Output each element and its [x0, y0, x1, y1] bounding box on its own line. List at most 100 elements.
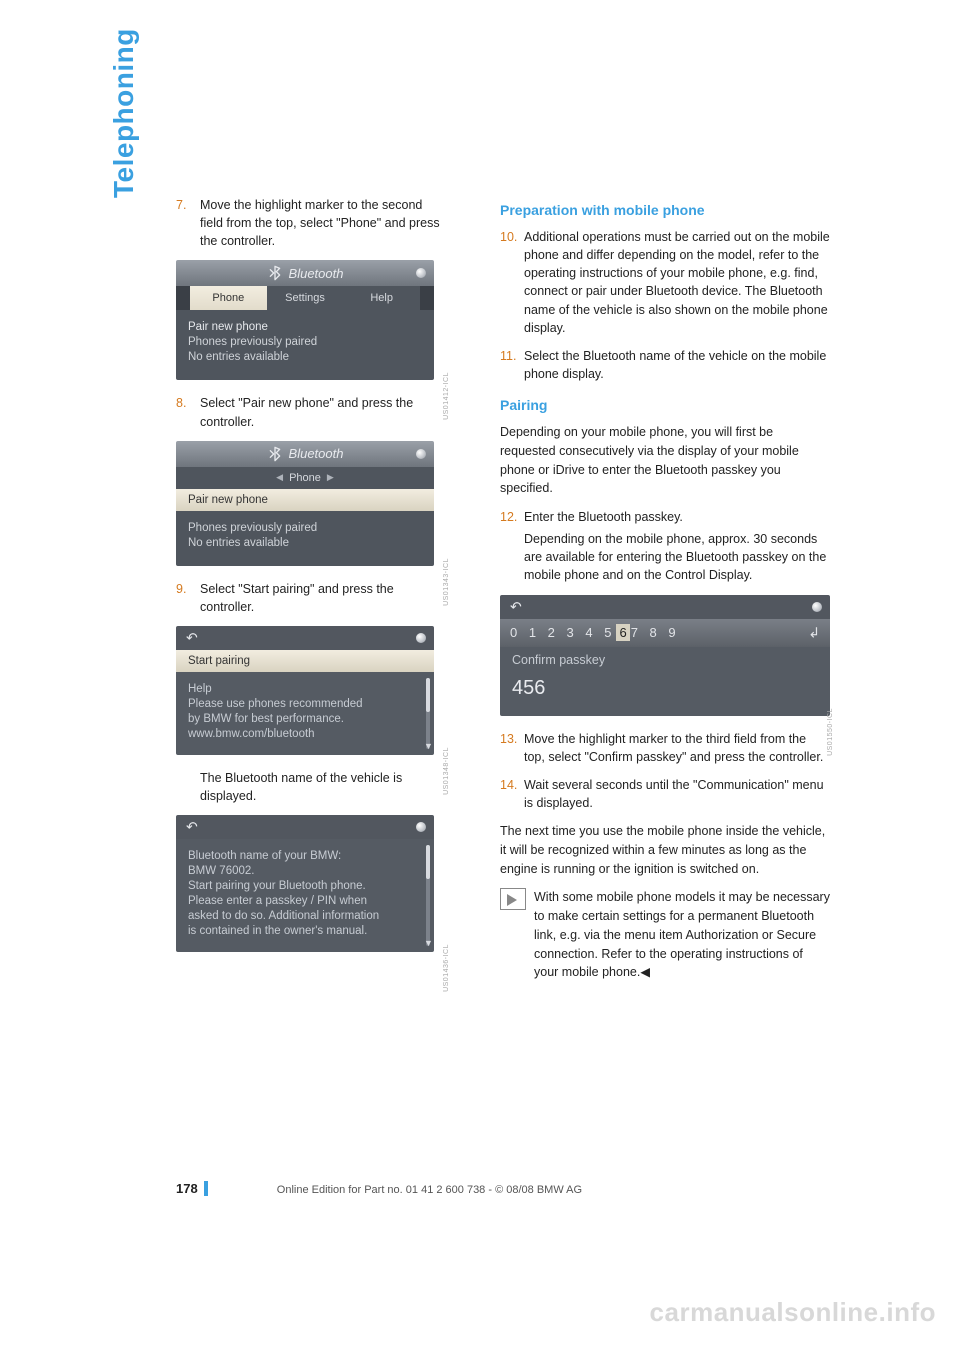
subhead-label: Phone: [289, 472, 321, 484]
screenshot-title: Bluetooth: [289, 266, 344, 281]
screenshot-title: Bluetooth: [289, 446, 344, 461]
controller-dot-icon: [416, 449, 426, 459]
controller-dot-icon: [416, 822, 426, 832]
bluetooth-icon: [267, 446, 283, 462]
screenshot-line: is contained in the owner's manual.: [188, 925, 422, 937]
right-column: Preparation with mobile phone 10. Additi…: [500, 196, 830, 982]
screenshot-line: No entries available: [188, 351, 422, 363]
screenshot-bluetooth-tabs: Bluetooth Phone Settings Help Pair new p…: [176, 260, 434, 380]
screenshot-line: Pair new phone: [188, 321, 422, 333]
left-column: 7. Move the highlight marker to the seco…: [176, 196, 446, 966]
watermark: carmanualsonline.info: [650, 1297, 936, 1328]
step-number: 9.: [176, 580, 200, 616]
step-12: 12. Enter the Bluetooth passkey. Dependi…: [500, 508, 830, 585]
step-9-sub: The Bluetooth name of the vehicle is dis…: [176, 769, 446, 805]
screenshot-line: Phones previously paired: [188, 336, 422, 348]
entered-key: 456: [500, 673, 830, 716]
step-text: Select "Pair new phone" and press the co…: [200, 394, 446, 430]
screenshot-line: No entries available: [188, 537, 422, 549]
tab-help: Help: [343, 286, 420, 310]
back-icon: ↶: [186, 629, 198, 646]
step-text-sub: Depending on the mobile phone, approx. 3…: [524, 530, 830, 584]
heading-preparation: Preparation with mobile phone: [500, 202, 830, 218]
step-text: Move the highlight marker to the third f…: [524, 730, 830, 766]
screenshot-body: Phones previously paired No entries avai…: [176, 511, 434, 566]
back-icon: ↶: [186, 819, 198, 836]
digit-highlighted: 6: [616, 624, 629, 641]
step-11: 11. Select the Bluetooth name of the veh…: [500, 347, 830, 383]
screenshot-bt-name: ↶ Bluetooth name of your BMW: BMW 76002.…: [176, 815, 434, 952]
screenshot-dark-header: ↶: [176, 815, 434, 839]
screenshot-body: Pair new phone Phones previously paired …: [176, 310, 434, 380]
note-icon: [500, 888, 526, 910]
step-number: 8.: [176, 394, 200, 430]
step-10: 10. Additional operations must be carrie…: [500, 228, 830, 337]
bluetooth-icon: [267, 265, 283, 281]
step-number: 12.: [500, 508, 524, 585]
tab-settings: Settings: [267, 286, 344, 310]
digit-row: 0 1 2 3 4 5 6 7 8 9 ↲: [500, 619, 830, 647]
pairing-intro: Depending on your mobile phone, you will…: [500, 423, 830, 498]
image-credit: US01412-ICL: [443, 372, 450, 420]
section-tab: Telephoning: [108, 28, 140, 198]
screenshot-dark-header: ↶: [500, 595, 830, 619]
digits-before: 0 1 2 3 4 5: [510, 625, 615, 640]
controller-dot-icon: [416, 268, 426, 278]
note-block: With some mobile phone models it may be …: [500, 888, 830, 982]
screenshot-5-wrap: ↶ 0 1 2 3 4 5 6 7 8 9 ↲ Confirm passkey …: [500, 595, 830, 716]
page-number: 178: [176, 1181, 208, 1196]
step-14: 14. Wait several seconds until the "Comm…: [500, 776, 830, 812]
screenshot-body: Help Please use phones recommended by BM…: [176, 672, 434, 755]
tab-phone: Phone: [190, 286, 267, 310]
enter-icon: ↲: [808, 624, 820, 641]
scrollbar: ▼: [426, 845, 430, 946]
arrow-right-icon: ▶: [327, 472, 334, 483]
arrow-left-icon: ◀: [276, 472, 283, 483]
screenshot-line: by BMW for best performance.: [188, 713, 422, 725]
digits-after: 7 8 9: [631, 625, 680, 640]
screenshot-4-wrap: ↶ Bluetooth name of your BMW: BMW 76002.…: [176, 815, 446, 952]
step-number-empty: [176, 769, 200, 805]
screenshot-line: Bluetooth name of your BMW:: [188, 850, 422, 862]
screenshot-line: Please enter a passkey / PIN when: [188, 895, 422, 907]
step-9: 9. Select "Start pairing" and press the …: [176, 580, 446, 616]
step-13: 13. Move the highlight marker to the thi…: [500, 730, 830, 766]
heading-pairing: Pairing: [500, 397, 830, 413]
screenshot-dark-header: ↶: [176, 626, 434, 650]
back-icon: ↶: [510, 598, 522, 615]
screenshot-start-pairing: ↶ Start pairing Help Please use phones r…: [176, 626, 434, 755]
step-number: 13.: [500, 730, 524, 766]
screenshot-passkey: ↶ 0 1 2 3 4 5 6 7 8 9 ↲ Confirm passkey …: [500, 595, 830, 716]
screenshot-line: www.bmw.com/bluetooth: [188, 728, 422, 740]
image-credit: US01436-ICL: [443, 944, 450, 992]
footer-text: Online Edition for Part no. 01 41 2 600 …: [277, 1184, 582, 1196]
step-7: 7. Move the highlight marker to the seco…: [176, 196, 446, 250]
scrollbar: ▼: [426, 678, 430, 749]
screenshot-3-wrap: ↶ Start pairing Help Please use phones r…: [176, 626, 446, 755]
page-footer: 178 Online Edition for Part no. 01 41 2 …: [176, 1181, 830, 1196]
step-number: 7.: [176, 196, 200, 250]
step-text: Move the highlight marker to the second …: [200, 196, 446, 250]
screenshot-pair-new-phone: Bluetooth ◀ Phone ▶ Pair new phone Phone…: [176, 441, 434, 566]
screenshot-line: Phones previously paired: [188, 522, 422, 534]
screenshot-2-wrap: Bluetooth ◀ Phone ▶ Pair new phone Phone…: [176, 441, 446, 566]
step-text: Enter the Bluetooth passkey. Depending o…: [524, 508, 830, 585]
step-text: Wait several seconds until the "Communic…: [524, 776, 830, 812]
step-text: Select the Bluetooth name of the vehicle…: [524, 347, 830, 383]
screenshot-line: BMW 76002.: [188, 865, 422, 877]
screenshot-line: asked to do so. Additional information: [188, 910, 422, 922]
screenshot-header: Bluetooth: [176, 260, 434, 286]
step-number: 10.: [500, 228, 524, 337]
closing-para: The next time you use the mobile phone i…: [500, 822, 830, 878]
screenshot-highlight-row: Start pairing: [176, 650, 434, 672]
step-8: 8. Select "Pair new phone" and press the…: [176, 394, 446, 430]
controller-dot-icon: [812, 602, 822, 612]
manual-page: Telephoning 7. Move the highlight marker…: [0, 0, 960, 1358]
screenshot-1-wrap: Bluetooth Phone Settings Help Pair new p…: [176, 260, 446, 380]
screenshot-header: Bluetooth: [176, 441, 434, 467]
screenshot-line: Help: [188, 683, 422, 695]
confirm-row: Confirm passkey: [500, 647, 830, 673]
image-credit: US01343-ICL: [443, 558, 450, 606]
note-text: With some mobile phone models it may be …: [534, 888, 830, 982]
screenshot-body: Bluetooth name of your BMW: BMW 76002. S…: [176, 839, 434, 952]
